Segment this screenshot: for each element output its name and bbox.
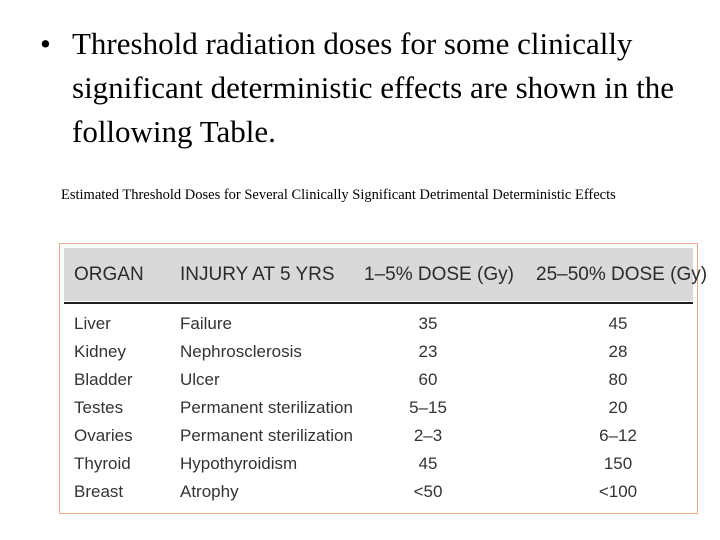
header-injury: INJURY AT 5 YRS: [180, 264, 335, 285]
cell-dose-25-50: <100: [598, 482, 638, 501]
table-row: Breast Atrophy <50 <100: [60, 478, 697, 506]
header-dose-25-50: 25–50% DOSE (Gy): [536, 264, 708, 285]
table-row: Ovaries Permanent sterilization 2–3 6–12: [60, 422, 697, 450]
cell-injury: Failure: [180, 314, 232, 333]
cell-injury: Hypothyroidism: [180, 454, 298, 473]
cell-dose-25-50: 80: [608, 370, 628, 389]
cell-organ: Ovaries: [74, 426, 133, 445]
cell-dose-25-50: 45: [608, 314, 628, 333]
table-row: Testes Permanent sterilization 5–15 20: [60, 394, 697, 422]
cell-injury: Permanent sterilization: [180, 398, 353, 417]
cell-dose-1-5: 23: [418, 342, 438, 361]
cell-dose-1-5: 2–3: [413, 426, 443, 445]
bullet-point: • Threshold radiation doses for some cli…: [40, 22, 700, 154]
table-caption: Estimated Threshold Doses for Several Cl…: [61, 187, 616, 203]
bullet-symbol: •: [40, 26, 51, 61]
cell-organ: Thyroid: [74, 454, 131, 473]
cell-injury: Ulcer: [180, 370, 220, 389]
cell-organ: Liver: [74, 314, 111, 333]
cell-injury: Nephrosclerosis: [180, 342, 302, 361]
cell-dose-1-5: 60: [418, 370, 438, 389]
cell-dose-1-5: 35: [418, 314, 438, 333]
header-organ: ORGAN: [74, 264, 144, 285]
table-row: Kidney Nephrosclerosis 23 28: [60, 338, 697, 366]
cell-injury: Permanent sterilization: [180, 426, 353, 445]
table-row: Liver Failure 35 45: [60, 310, 697, 338]
table-body: Liver Failure 35 45 Kidney Nephroscleros…: [60, 310, 697, 506]
cell-injury: Atrophy: [180, 482, 239, 501]
cell-organ: Breast: [74, 482, 124, 501]
cell-dose-25-50: 28: [608, 342, 628, 361]
bullet-text: Threshold radiation doses for some clini…: [72, 26, 675, 149]
cell-dose-1-5: 5–15: [409, 398, 447, 417]
header-dose-1-5: 1–5% DOSE (Gy): [364, 264, 514, 285]
cell-dose-25-50: 20: [608, 398, 628, 417]
table-header: ORGAN INJURY AT 5 YRS 1–5% DOSE (Gy) 25–…: [64, 248, 707, 301]
header-divider: [64, 302, 693, 304]
cell-organ: Kidney: [74, 342, 126, 361]
table-row: Bladder Ulcer 60 80: [60, 366, 697, 394]
cell-dose-25-50: 6–12: [599, 426, 637, 445]
cell-dose-1-5: 45: [418, 454, 438, 473]
cell-organ: Testes: [74, 398, 124, 417]
table-row: Thyroid Hypothyroidism 45 150: [60, 450, 697, 478]
cell-dose-25-50: 150: [603, 454, 633, 473]
cell-organ: Bladder: [74, 370, 133, 389]
cell-dose-1-5: <50: [413, 482, 443, 501]
dose-table: ORGAN INJURY AT 5 YRS 1–5% DOSE (Gy) 25–…: [59, 243, 707, 514]
